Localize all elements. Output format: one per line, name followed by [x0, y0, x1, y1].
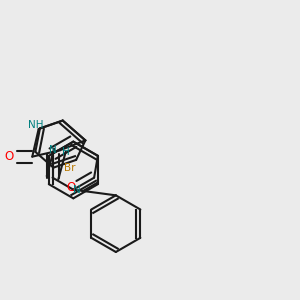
Text: N: N	[74, 185, 81, 195]
Text: O: O	[66, 181, 75, 194]
Text: Br: Br	[64, 163, 76, 172]
Text: N: N	[49, 145, 56, 155]
Text: H: H	[62, 147, 70, 157]
Text: O: O	[4, 150, 13, 163]
Text: NH: NH	[28, 120, 43, 130]
